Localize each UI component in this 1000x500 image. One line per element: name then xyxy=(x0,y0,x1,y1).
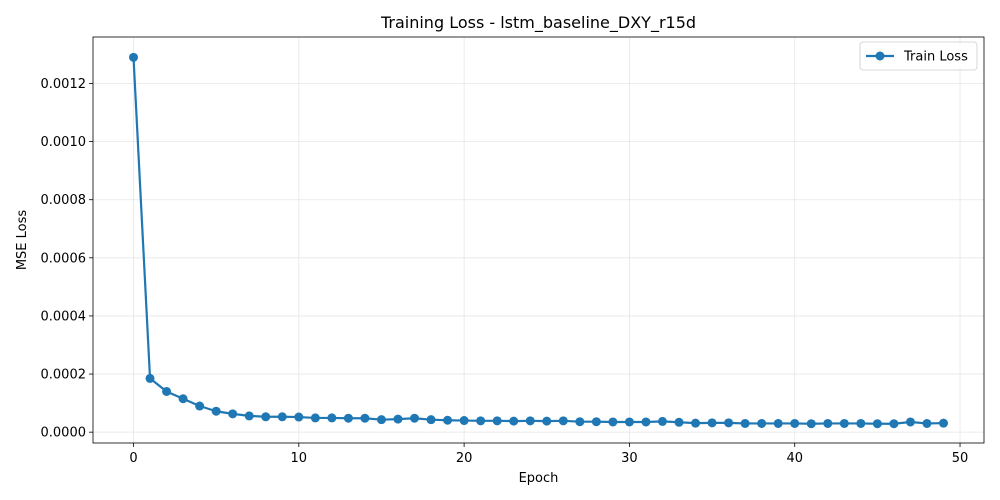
plot-frame xyxy=(92,36,985,444)
series-line xyxy=(132,57,944,425)
y-tick-label: 0.0010 xyxy=(41,135,87,150)
data-point xyxy=(277,412,287,422)
data-point xyxy=(724,418,734,428)
data-point xyxy=(806,419,816,429)
data-point xyxy=(360,413,370,423)
data-point xyxy=(327,413,337,423)
data-point xyxy=(525,416,535,426)
data-point xyxy=(839,418,849,428)
data-point xyxy=(211,406,221,416)
y-axis-ticks: 0.0000 0.0002 0.0004 0.0006 0.0008 0.0010 0.00… xyxy=(41,77,93,441)
grid-lines xyxy=(93,37,984,443)
data-point xyxy=(757,418,767,428)
chart-title: Training Loss - lstm_baseline_DXY_r15d xyxy=(380,13,696,33)
x-tick-label: 0 xyxy=(129,451,137,466)
data-point xyxy=(558,416,568,426)
legend: Train Loss xyxy=(859,41,978,71)
x-tick-label: 50 xyxy=(952,451,969,466)
y-tick-label: 0.0000 xyxy=(41,426,87,441)
data-point xyxy=(939,418,948,428)
data-point xyxy=(691,418,701,428)
series-layer xyxy=(129,52,948,429)
data-point xyxy=(657,416,667,426)
data-point xyxy=(376,415,386,425)
x-tick-label: 40 xyxy=(786,451,803,466)
x-axis-title: Epoch xyxy=(519,471,559,486)
data-point xyxy=(856,418,866,428)
data-point xyxy=(823,418,833,428)
data-point xyxy=(542,416,552,426)
data-point xyxy=(162,386,172,396)
data-point xyxy=(244,411,254,421)
y-tick-label: 0.0002 xyxy=(41,368,87,383)
data-point xyxy=(178,394,188,404)
data-point xyxy=(707,418,717,428)
data-point xyxy=(872,419,882,429)
data-point xyxy=(145,373,155,383)
data-point xyxy=(261,412,271,422)
data-point xyxy=(443,415,453,425)
data-point xyxy=(624,417,634,427)
legend-label: Train Loss xyxy=(903,50,968,65)
data-point xyxy=(740,418,750,428)
y-tick-label: 0.0004 xyxy=(41,309,87,324)
data-point xyxy=(343,413,353,423)
data-point xyxy=(905,417,915,427)
data-point xyxy=(492,416,502,426)
x-axis-ticks: 0 10 20 30 40 50 xyxy=(129,443,968,466)
data-point xyxy=(129,52,138,62)
data-point xyxy=(393,414,403,424)
x-tick-label: 10 xyxy=(291,451,308,466)
data-point xyxy=(426,415,436,425)
data-point xyxy=(410,413,420,423)
x-tick-label: 30 xyxy=(621,451,638,466)
data-point xyxy=(195,401,205,411)
data-point xyxy=(228,409,238,419)
data-point xyxy=(889,419,899,429)
data-point xyxy=(591,417,601,427)
data-point xyxy=(641,417,651,427)
data-point xyxy=(922,418,932,428)
data-point xyxy=(773,418,783,428)
data-point xyxy=(575,417,585,427)
y-tick-label: 0.0012 xyxy=(41,77,87,92)
data-point xyxy=(310,413,320,423)
data-point xyxy=(459,416,469,426)
x-tick-label: 20 xyxy=(456,451,473,466)
data-point xyxy=(294,412,304,422)
legend-box xyxy=(859,41,978,71)
y-tick-label: 0.0006 xyxy=(41,251,87,266)
y-axis-title: MSE Loss xyxy=(15,210,30,271)
data-point xyxy=(476,416,486,426)
data-point xyxy=(608,417,618,427)
data-point xyxy=(674,417,684,427)
data-point xyxy=(509,416,519,426)
legend-marker-swatch xyxy=(875,51,885,61)
y-tick-label: 0.0008 xyxy=(41,193,87,208)
data-point xyxy=(790,418,800,428)
